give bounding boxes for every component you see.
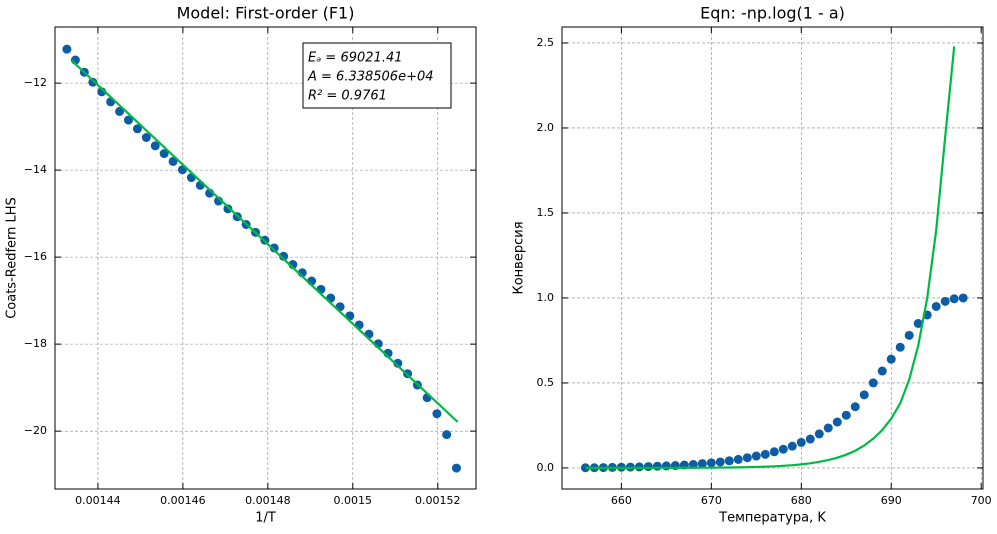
data-point	[769, 447, 779, 457]
y-tick-label: −14	[24, 163, 47, 176]
y-tick-label: −20	[24, 424, 47, 437]
data-point	[432, 409, 442, 419]
data-point	[652, 461, 662, 471]
data-point	[796, 437, 806, 447]
data-point	[279, 251, 289, 261]
data-point	[269, 243, 279, 253]
data-point	[141, 132, 151, 142]
data-point	[724, 456, 734, 466]
fit-line	[585, 46, 956, 470]
data-point	[62, 44, 72, 54]
x-tick-label: 700	[971, 494, 992, 507]
x-tick-label: 0.00144	[75, 494, 121, 507]
data-point	[706, 458, 716, 468]
y-axis-label: Coats-Redfern LHS	[5, 197, 20, 319]
fit-line	[70, 59, 459, 423]
data-point	[760, 449, 770, 459]
data-point	[88, 77, 98, 87]
data-point	[805, 434, 815, 444]
data-point	[661, 461, 671, 471]
data-point	[150, 141, 160, 151]
y-tick-label: 0.0	[537, 461, 555, 474]
x-tick-label: 660	[611, 494, 632, 507]
data-point	[643, 462, 653, 472]
y-tick-label: 0.5	[537, 376, 555, 389]
data-point	[832, 417, 842, 427]
data-point	[115, 106, 125, 116]
data-point	[931, 301, 941, 311]
data-point	[868, 378, 878, 388]
data-point	[168, 156, 178, 166]
data-point	[715, 457, 725, 467]
data-point	[742, 453, 752, 463]
chart-title: Eqn: -np.log(1 - a)	[700, 4, 845, 23]
data-point	[949, 294, 959, 304]
x-tick-label: 670	[701, 494, 722, 507]
data-point	[697, 459, 707, 469]
chart-title: Model: First-order (F1)	[177, 4, 355, 23]
plot-frame	[561, 26, 984, 490]
x-tick-label: 0.00146	[160, 494, 206, 507]
data-point	[733, 454, 743, 464]
data-point	[958, 293, 968, 303]
x-tick-label: 0.0015	[334, 494, 373, 507]
data-point	[159, 149, 169, 159]
y-tick-label: 1.5	[537, 206, 555, 219]
y-tick-label: 1.0	[537, 291, 555, 304]
data-point	[393, 358, 403, 368]
data-point	[132, 124, 142, 134]
x-tick-label: 680	[791, 494, 812, 507]
annotation: A = 6.338506e+04	[307, 70, 434, 85]
annotation-box	[302, 42, 452, 109]
data-point	[940, 296, 950, 306]
data-point	[223, 204, 233, 214]
data-point	[123, 115, 133, 125]
data-point	[895, 342, 905, 352]
y-tick-label: 2.0	[537, 121, 555, 134]
data-point	[886, 354, 896, 364]
data-point	[859, 390, 869, 400]
data-point	[913, 318, 923, 328]
data-point	[823, 423, 833, 433]
x-tick-label: 0.00148	[245, 494, 291, 507]
data-point	[451, 463, 461, 473]
data-point	[841, 410, 851, 420]
annotation: R² = 0.9761	[308, 89, 387, 104]
data-point	[778, 444, 788, 454]
annotation: Eₐ = 69021.41	[308, 51, 403, 66]
data-point	[850, 402, 860, 412]
y-axis-label: Конверсия	[512, 221, 527, 294]
y-tick-label: −18	[24, 337, 47, 350]
data-point	[904, 330, 914, 340]
y-tick-label: −12	[24, 76, 47, 89]
data-point	[814, 429, 824, 439]
data-point	[442, 430, 452, 440]
data-point	[787, 441, 797, 451]
x-axis-label: 1/T	[255, 511, 276, 526]
x-axis-label: Температура, K	[718, 511, 826, 526]
data-point	[751, 451, 761, 461]
plot-frame	[54, 26, 477, 490]
y-tick-label: −16	[24, 250, 47, 263]
x-tick-label: 690	[881, 494, 902, 507]
y-tick-label: 2.5	[537, 36, 555, 49]
data-point	[877, 366, 887, 376]
x-tick-label: 0.00152	[415, 494, 461, 507]
